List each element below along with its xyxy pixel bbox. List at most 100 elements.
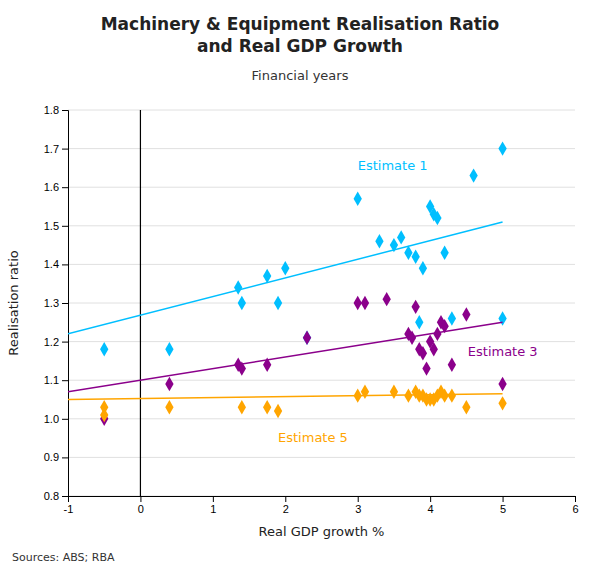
point (274, 296, 282, 310)
point (498, 396, 506, 410)
y-tick-label: 1.4 (44, 258, 59, 270)
point (274, 404, 282, 418)
grid-line (68, 341, 575, 342)
x-tick-label: 2 (283, 503, 289, 515)
point (415, 315, 423, 329)
marks (68, 110, 507, 496)
y-tick-label: 0.9 (44, 451, 59, 463)
y-tick: 1.1 (44, 374, 68, 386)
point (238, 296, 246, 310)
point (419, 346, 427, 360)
x-tick: 0 (138, 496, 144, 515)
y-tick: 1.0 (44, 413, 68, 425)
y-tick-mark (62, 149, 68, 150)
chart: Machinery & Equipment Realisation Ratioa… (0, 0, 600, 571)
point (462, 307, 470, 321)
point (354, 192, 362, 206)
point (263, 358, 271, 372)
y-tick-mark (62, 264, 68, 265)
point (263, 269, 271, 283)
point (100, 408, 108, 422)
x-tick-label: 6 (572, 503, 578, 515)
annotation: Estimate 5 (278, 430, 348, 445)
x-tick-mark (213, 496, 214, 502)
x-tick-mark (430, 496, 431, 502)
point (448, 388, 456, 402)
x-tick-label: 5 (500, 503, 506, 515)
x-axis-title: Real GDP growth % (259, 524, 385, 539)
point (361, 296, 369, 310)
grid-line (68, 303, 575, 304)
y-tick-label: 1.8 (44, 104, 59, 116)
y-tick-label: 1.1 (44, 374, 59, 386)
y-tick: 1.6 (44, 181, 68, 193)
y-axis: 0.8 0.9 1.0 1.1 1.2 1.3 1.4 1.5 1.6 1.7 1.8 (44, 104, 69, 502)
y-tick-mark (62, 419, 68, 420)
grid-line (68, 457, 575, 458)
point (448, 311, 456, 325)
x-tick-label: 1 (210, 503, 216, 515)
point (469, 168, 477, 182)
x-tick: 1 (210, 496, 216, 515)
point (419, 261, 427, 275)
subtitle: Financial years (252, 68, 349, 83)
x-tick: 4 (428, 496, 434, 515)
point (411, 300, 419, 314)
grid-line (68, 418, 575, 419)
y-tick: 1.3 (44, 297, 68, 309)
x-tick-label: 3 (355, 503, 361, 515)
title: Machinery & Equipment Realisation Ratio (101, 14, 500, 34)
point (361, 385, 369, 399)
x-tick-mark (575, 496, 576, 502)
y-tick-label: 1.0 (44, 413, 59, 425)
y-tick-mark (62, 496, 68, 497)
y-tick-mark (62, 457, 68, 458)
y-tick: 0.8 (44, 490, 68, 502)
point (238, 400, 246, 414)
point (100, 342, 108, 356)
point (165, 400, 173, 414)
y-tick-label: 0.8 (44, 490, 59, 502)
point (411, 249, 419, 263)
point (303, 331, 311, 345)
y-tick-label: 1.6 (44, 181, 59, 193)
reference-line (140, 110, 141, 496)
point (498, 141, 506, 155)
y-tick-label: 1.3 (44, 297, 59, 309)
point (263, 400, 271, 414)
point (281, 261, 289, 275)
point (383, 292, 391, 306)
point (408, 331, 416, 345)
annotation: Estimate 1 (358, 158, 428, 173)
point (440, 319, 448, 333)
y-tick: 1.2 (44, 336, 68, 348)
y-tick: 1.4 (44, 258, 68, 270)
y-axis-line (62, 111, 69, 497)
series-points (100, 385, 507, 423)
point (404, 388, 412, 402)
point (165, 377, 173, 391)
trend-line (68, 222, 503, 334)
point (422, 361, 430, 375)
y-tick-mark (62, 303, 68, 304)
point (397, 230, 405, 244)
y-tick: 0.9 (44, 451, 68, 463)
annotations: Estimate 1Estimate 3Estimate 5 (278, 158, 538, 445)
y-tick-mark (62, 380, 68, 381)
x-axis-line (69, 497, 576, 503)
y-tick-mark (62, 342, 68, 343)
y-axis-title: Realisation ratio (6, 250, 21, 355)
point (354, 296, 362, 310)
x-tick-label: 4 (428, 503, 434, 515)
y-tick: 1.5 (44, 220, 68, 232)
y-tick: 1.7 (44, 143, 68, 155)
point (440, 246, 448, 260)
point (462, 400, 470, 414)
y-tick-mark (62, 226, 68, 227)
point (390, 238, 398, 252)
y-tick-label: 1.7 (44, 143, 59, 155)
x-tick-label: 0 (138, 503, 144, 515)
point (404, 246, 412, 260)
point (448, 358, 456, 372)
x-tick-mark (503, 496, 504, 502)
